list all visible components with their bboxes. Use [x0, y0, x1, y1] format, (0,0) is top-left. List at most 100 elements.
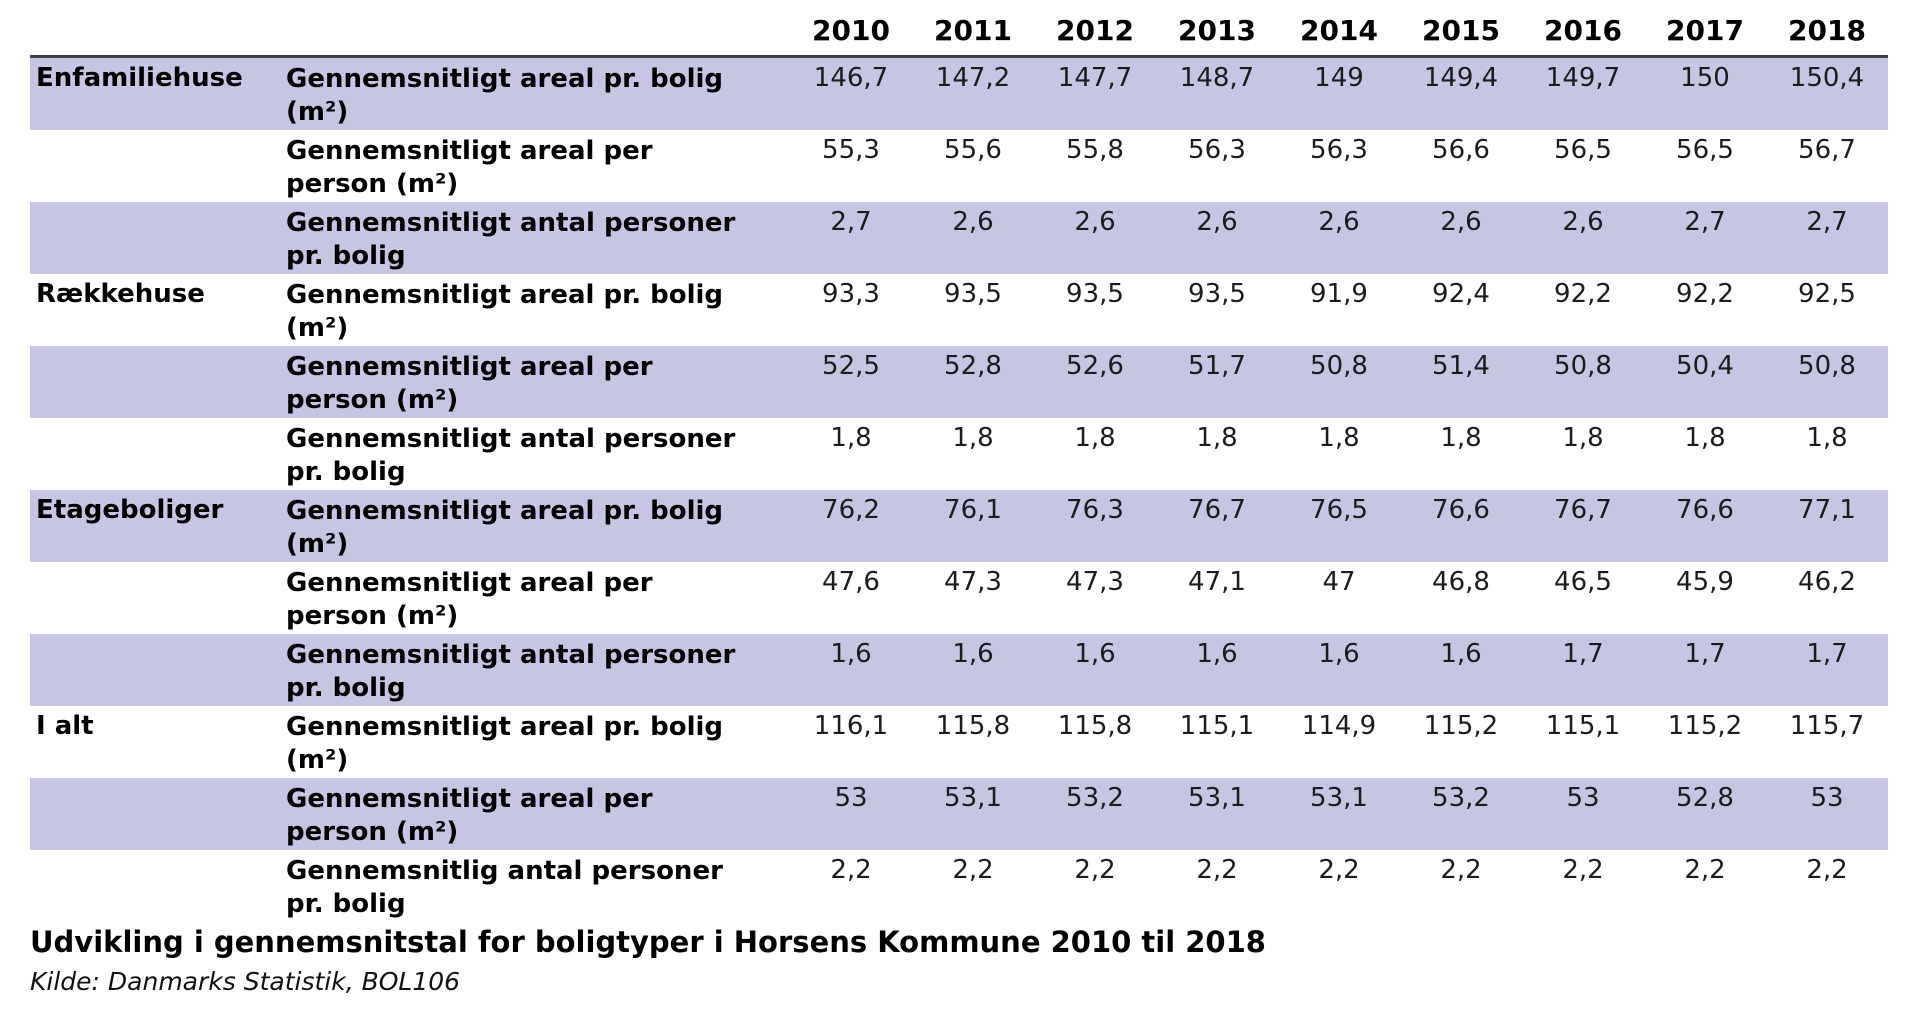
value-cell: 56,3 — [1188, 135, 1246, 165]
value-cell: 93,3 — [822, 279, 880, 309]
value-cell: 1,7 — [1684, 639, 1726, 669]
metric-label-line: pr. bolig — [286, 241, 406, 271]
value-cell: 2,6 — [1562, 207, 1604, 237]
group-label — [30, 562, 285, 634]
metric-label-line: Gennemsnitligt areal per — [286, 136, 653, 166]
value-cell: 115,2 — [1667, 711, 1743, 741]
group-label: Rækkehuse — [36, 279, 205, 309]
metric-label: Gennemsnitligt areal per person (m²) — [285, 130, 790, 202]
value-cell: 1,8 — [1806, 423, 1848, 453]
value-cell: 55,8 — [1066, 135, 1124, 165]
value-cell: 50,4 — [1676, 351, 1734, 381]
metric-label-line: Gennemsnitligt areal pr. bolig — [286, 496, 724, 526]
value-cell: 1,8 — [1318, 423, 1360, 453]
value-cell: 52,8 — [944, 351, 1002, 381]
value-cell: 47,3 — [1066, 567, 1124, 597]
value-cell: 2,7 — [1806, 207, 1848, 237]
metric-label-line: Gennemsnitligt areal per — [286, 352, 653, 382]
group-label — [30, 634, 285, 706]
value-cell: 1,6 — [952, 639, 994, 669]
table-source: Kilde: Danmarks Statistik, BOL106 — [30, 967, 461, 996]
statistics-table: 2010 2011 2012 2013 2014 2015 2016 2017 2018 Enf… — [30, 8, 1888, 922]
value-cell: 2,2 — [1074, 855, 1116, 885]
table-row: Gennemsnitligt antal personer pr. bolig 2,… — [30, 202, 1888, 274]
value-cell: 2,2 — [1562, 855, 1604, 885]
metric-label: Gennemsnitligt areal per person (m²) — [285, 562, 790, 634]
value-cell: 1,7 — [1562, 639, 1604, 669]
value-cell: 46,8 — [1432, 567, 1490, 597]
caption: Udvikling i gennemsnitstal for boligtype… — [30, 925, 1830, 996]
group-label: Enfamiliehuse — [36, 63, 243, 93]
value-cell: 1,8 — [1074, 423, 1116, 453]
value-cell: 52,6 — [1066, 351, 1124, 381]
value-cell: 2,6 — [1440, 207, 1482, 237]
value-cell: 53 — [834, 783, 868, 813]
value-cell: 46,5 — [1554, 567, 1612, 597]
value-cell: 46,2 — [1798, 567, 1856, 597]
value-cell: 92,5 — [1798, 279, 1856, 309]
metric-label-line: person (m²) — [286, 169, 459, 199]
value-cell: 2,2 — [1196, 855, 1238, 885]
table-row: Etageboliger Gennemsnitligt areal pr. bol… — [30, 490, 1888, 562]
group-label — [30, 202, 285, 274]
value-cell: 115,8 — [935, 711, 1011, 741]
value-cell: 115,1 — [1545, 711, 1621, 741]
value-cell: 2,6 — [1074, 207, 1116, 237]
value-cell: 147,7 — [1057, 63, 1133, 93]
table-row: Rækkehuse Gennemsnitligt areal pr. bolig(… — [30, 274, 1888, 346]
value-cell: 1,6 — [1318, 639, 1360, 669]
table-row: Gennemsnitligt areal per person (m²) 52,5 5… — [30, 346, 1888, 418]
year-header: 2016 — [1544, 14, 1622, 47]
value-cell: 76,2 — [822, 495, 880, 525]
metric-label-line: person (m²) — [286, 385, 459, 415]
value-cell: 93,5 — [1188, 279, 1246, 309]
metric-label: Gennemsnitligt areal per person (m²) — [285, 778, 790, 850]
value-cell: 92,2 — [1676, 279, 1734, 309]
value-cell: 76,6 — [1432, 495, 1490, 525]
metric-label: Gennemsnitlig antal personer pr. bolig — [285, 850, 790, 922]
value-cell: 76,6 — [1676, 495, 1734, 525]
table-body: Enfamiliehuse Gennemsnitligt areal pr. bo… — [30, 56, 1888, 923]
value-cell: 2,7 — [830, 207, 872, 237]
value-cell: 147,2 — [935, 63, 1011, 93]
value-cell: 53,1 — [1310, 783, 1368, 813]
value-cell: 1,6 — [1196, 639, 1238, 669]
metric-label-line: (m²) — [286, 529, 349, 559]
table-row: I alt Gennemsnitligt areal pr. bolig (m²) 1… — [30, 706, 1888, 778]
value-cell: 53,2 — [1432, 783, 1490, 813]
value-cell: 56,7 — [1798, 135, 1856, 165]
value-cell: 92,4 — [1432, 279, 1490, 309]
value-cell: 115,1 — [1179, 711, 1255, 741]
value-cell: 93,5 — [1066, 279, 1124, 309]
value-cell: 91,9 — [1310, 279, 1368, 309]
metric-label: Gennemsnitligt antal personer pr. bolig — [285, 634, 790, 706]
metric-label-line: person (m²) — [286, 601, 459, 631]
value-cell: 50,8 — [1798, 351, 1856, 381]
value-cell: 50,8 — [1310, 351, 1368, 381]
value-cell: 1,8 — [1562, 423, 1604, 453]
value-cell: 93,5 — [944, 279, 1002, 309]
metric-label: Gennemsnitligt areal pr. bolig (m²) — [285, 706, 790, 778]
value-cell: 1,8 — [1196, 423, 1238, 453]
value-cell: 1,6 — [830, 639, 872, 669]
year-header: 2017 — [1666, 14, 1744, 47]
metric-label: Gennemsnitligt antal personer pr. bolig — [285, 202, 790, 274]
year-header: 2012 — [1056, 14, 1134, 47]
value-cell: 55,3 — [822, 135, 880, 165]
group-label — [30, 850, 285, 922]
value-cell: 53,2 — [1066, 783, 1124, 813]
group-label — [30, 418, 285, 490]
statistics-table-container: 2010 2011 2012 2013 2014 2015 2016 2017 2018 Enf… — [30, 8, 1888, 922]
table-row: Gennemsnitligt areal per person (m²) 55,3 5… — [30, 130, 1888, 202]
value-cell: 149,7 — [1545, 63, 1621, 93]
metric-label-line: (m²) — [286, 313, 349, 343]
value-cell: 1,8 — [830, 423, 872, 453]
value-cell: 116,1 — [813, 711, 889, 741]
value-cell: 1,6 — [1440, 639, 1482, 669]
value-cell: 1,8 — [952, 423, 994, 453]
metric-label-line: Gennemsnitligt areal pr. bolig — [286, 712, 724, 742]
value-cell: 55,6 — [944, 135, 1002, 165]
value-cell: 92,2 — [1554, 279, 1612, 309]
value-cell: 56,3 — [1310, 135, 1368, 165]
